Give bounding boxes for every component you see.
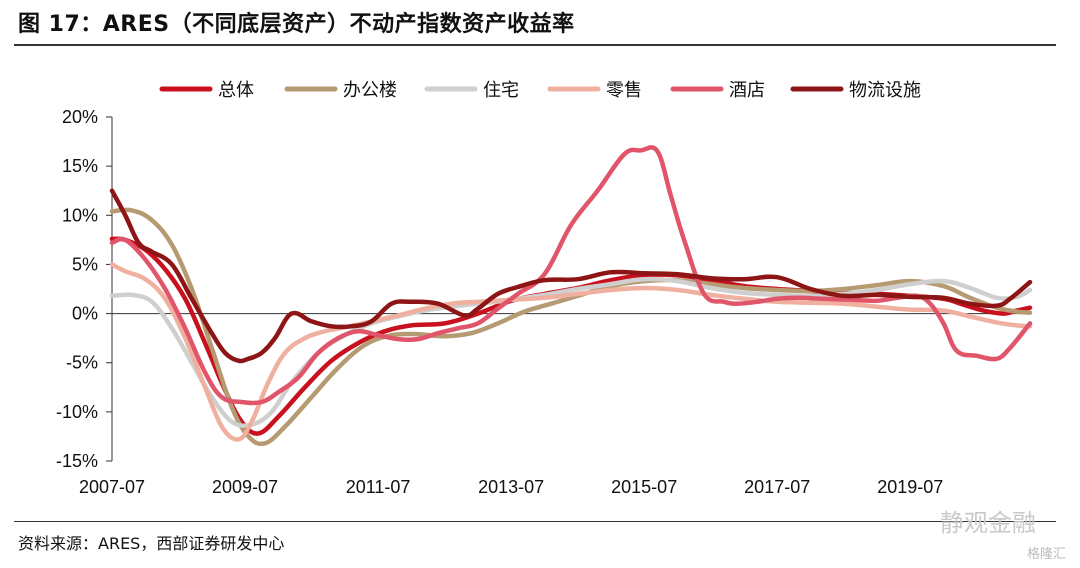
y-tick-label: 15% [62, 156, 98, 176]
legend-label: 办公楼 [343, 80, 397, 100]
legend-label: 总体 [218, 80, 254, 100]
y-tick-label: -5% [66, 353, 98, 373]
series-line-4 [109, 145, 1033, 406]
legend-item-1: 办公楼 [284, 80, 397, 100]
legend-label: 酒店 [729, 80, 765, 100]
x-tick-label: 2019-07 [877, 477, 943, 497]
legend-item-0: 总体 [159, 80, 254, 100]
x-tick-label: 2013-07 [478, 477, 544, 497]
x-tick-label: 2015-07 [611, 477, 677, 497]
watermark-secondary: 格隆汇 [1026, 547, 1066, 562]
legend-item-2: 住宅 [424, 80, 519, 100]
figure-title: 图 17：ARES（不同底层资产）不动产指数资产收益率 [18, 12, 575, 37]
x-tick-label: 2009-07 [212, 477, 278, 497]
series-layer [109, 145, 1033, 447]
y-tick-label: 5% [72, 254, 98, 274]
x-tick-label: 2007-07 [79, 477, 145, 497]
legend-item-3: 零售 [547, 80, 642, 100]
chart-axes: -15% -10% -5% 0% 5% 10% 15% 20% 2007-07 2009-07 20… [56, 107, 1030, 497]
returns-line-chart: 总体 办公楼 住宅 零售 酒店 物流设施 -15% -10% -5% 0% 5% 10% 15% 20%… [56, 80, 1033, 497]
y-tick-label: -15% [56, 451, 98, 471]
series-line-3 [109, 262, 1033, 442]
y-tick-label: -10% [56, 402, 98, 422]
series-line-1 [109, 207, 1033, 447]
series-line-5 [109, 188, 1033, 364]
watermark: 静观金融 [940, 509, 1036, 537]
title-rule [14, 44, 1056, 46]
y-tick-label: 0% [72, 304, 98, 324]
x-tick-label: 2011-07 [346, 477, 411, 497]
legend-label: 物流设施 [849, 80, 921, 100]
source-note: 资料来源：ARES，西部证券研发中心 [18, 534, 285, 553]
x-tick-label: 2017-07 [744, 477, 810, 497]
legend: 总体 办公楼 住宅 零售 酒店 物流设施 [159, 80, 921, 100]
legend-label: 住宅 [483, 80, 519, 100]
legend-item-5: 物流设施 [790, 80, 921, 100]
source-rule [14, 521, 1056, 522]
legend-item-4: 酒店 [670, 80, 765, 100]
y-tick-label: 20% [62, 107, 98, 127]
y-tick-label: 10% [62, 205, 98, 225]
legend-label: 零售 [606, 80, 642, 100]
